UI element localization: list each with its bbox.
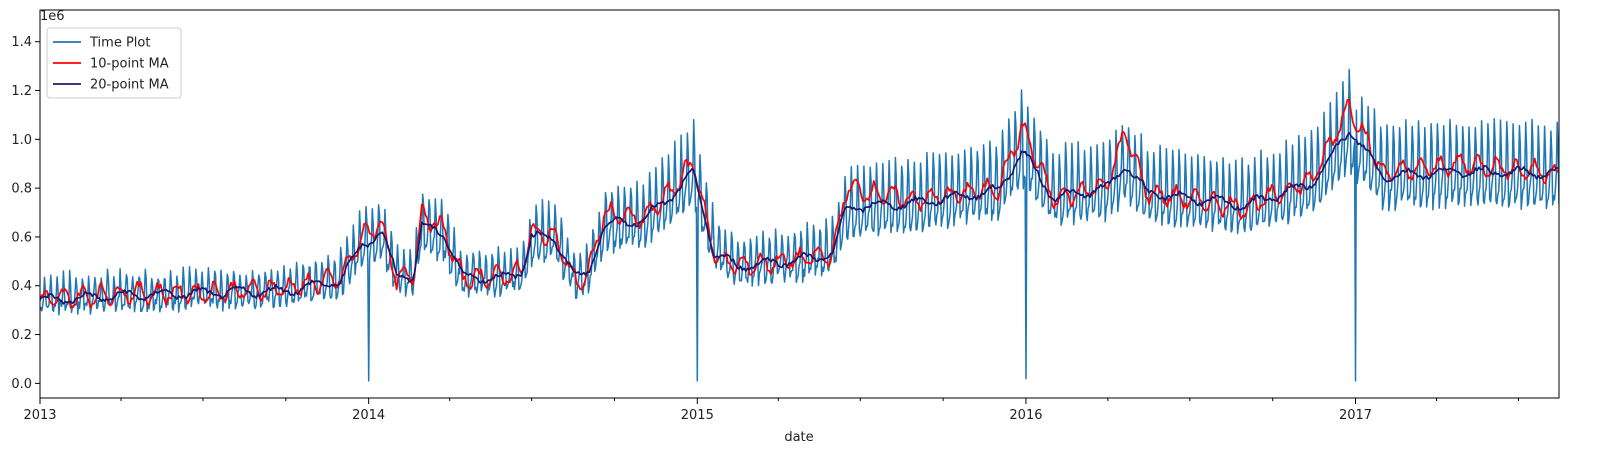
legend-entry-label: 10-point MA — [90, 57, 169, 72]
legend-box — [46, 27, 182, 99]
x-tick-label: 2016 — [1009, 408, 1042, 423]
legend: Time Plot 10-point MA 20-point MA — [46, 27, 182, 99]
y-tick-label: 1.4 — [11, 35, 32, 50]
y-tick-label: 0.8 — [11, 182, 32, 197]
y-tick-label: 1.2 — [11, 84, 32, 99]
legend-entry-label: 20-point MA — [90, 78, 169, 93]
series-layer — [40, 68, 1559, 382]
series-line-3 — [40, 131, 1559, 305]
y-tick-label: 0.0 — [11, 377, 32, 392]
x-tick-label: 2017 — [1339, 408, 1372, 423]
series-line-2 — [40, 98, 1559, 309]
x-tick-label: 2015 — [681, 408, 714, 423]
y-axis: 0.0 0.2 0.4 0.6 0.8 1.0 1.2 1.4 — [11, 35, 40, 392]
y-tick-label: 0.4 — [11, 279, 32, 294]
legend-entry-label: Time Plot — [89, 36, 150, 51]
y-tick-label: 1.0 — [11, 133, 32, 148]
x-axis-label: date — [784, 430, 813, 445]
plot-frame — [39, 9, 1560, 399]
series-line-1 — [40, 68, 1559, 382]
y-tick-label: 0.2 — [11, 328, 32, 343]
y-offset-label: 1e6 — [40, 9, 65, 24]
x-axis: 2013 2014 2015 2016 2017 — [23, 398, 1519, 423]
y-tick-label: 0.6 — [11, 230, 32, 245]
x-tick-label: 2014 — [352, 408, 385, 423]
x-tick-label: 2013 — [23, 408, 56, 423]
